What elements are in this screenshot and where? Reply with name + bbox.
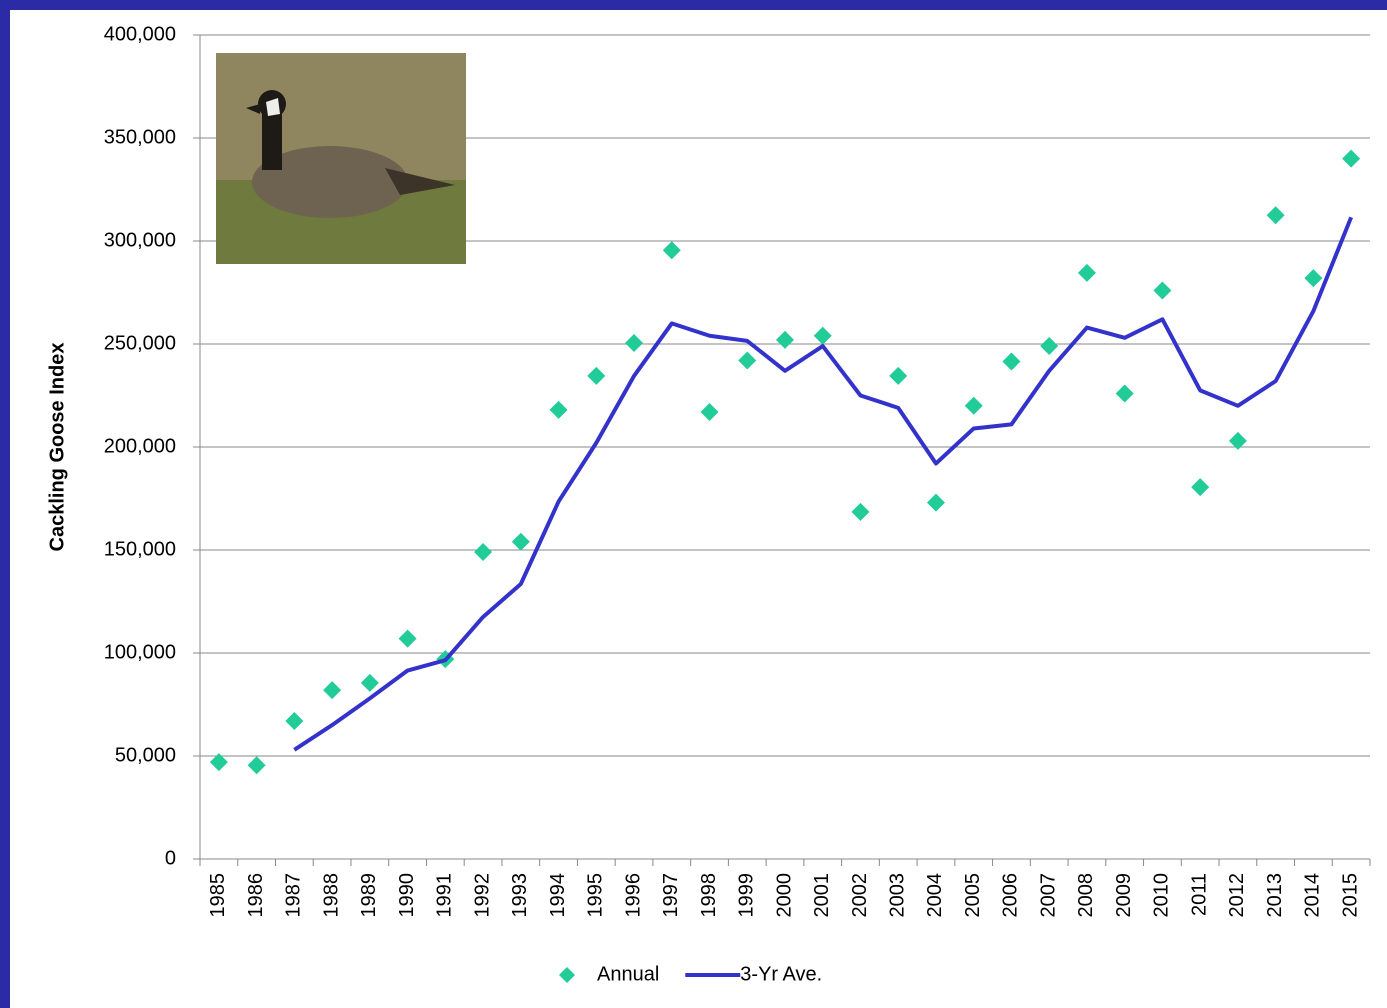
x-tick-label: 2010 xyxy=(1151,873,1173,918)
x-tick-label: 2001 xyxy=(811,873,833,918)
data-point xyxy=(285,711,304,730)
x-tick-label: 2000 xyxy=(773,873,795,918)
data-point xyxy=(1266,206,1285,225)
x-tick-label: 2014 xyxy=(1302,873,1324,918)
data-point xyxy=(1002,352,1021,371)
x-tick-label: 1993 xyxy=(509,873,531,918)
data-point xyxy=(323,681,342,700)
x-tick-label: 1991 xyxy=(434,873,456,918)
data-point xyxy=(398,629,417,648)
y-axis-title: Cackling Goose Index xyxy=(46,343,68,552)
data-point xyxy=(1342,149,1361,168)
y-tick-label: 400,000 xyxy=(104,23,176,45)
x-tick-label: 1997 xyxy=(660,873,682,918)
legend-label: 3-Yr Ave. xyxy=(740,963,822,985)
x-tick-label: 1999 xyxy=(736,873,758,918)
x-tick-label: 1992 xyxy=(471,873,493,918)
x-tick-label: 1995 xyxy=(585,873,607,918)
x-tick-label: 2009 xyxy=(1113,873,1135,918)
x-tick-label: 2004 xyxy=(924,873,946,918)
data-point xyxy=(360,673,379,692)
data-point xyxy=(549,400,568,419)
x-tick-label: 2012 xyxy=(1226,873,1248,918)
x-tick-label: 1988 xyxy=(320,873,342,918)
data-point xyxy=(247,756,266,775)
y-tick-label: 0 xyxy=(165,847,176,869)
left-border xyxy=(0,0,10,1008)
legend-marker xyxy=(559,967,575,983)
data-point xyxy=(889,366,908,385)
x-tick-label: 2011 xyxy=(1188,873,1210,916)
data-point xyxy=(662,241,681,260)
data-point xyxy=(1228,431,1247,450)
x-tick-label: 1994 xyxy=(547,873,569,918)
data-point xyxy=(776,330,794,349)
data-point xyxy=(851,502,870,521)
data-point xyxy=(1040,337,1059,356)
x-tick-label: 2013 xyxy=(1264,873,1286,918)
x-tick-label: 1996 xyxy=(622,873,644,918)
x-tick-label: 1989 xyxy=(358,873,380,918)
data-point xyxy=(1153,281,1172,300)
data-point xyxy=(1115,384,1134,403)
x-tick-label: 2005 xyxy=(962,873,984,918)
data-point xyxy=(511,532,530,551)
x-tick-label: 2002 xyxy=(849,873,871,918)
y-tick-label: 300,000 xyxy=(104,229,176,251)
line xyxy=(293,216,1353,752)
y-tick-label: 150,000 xyxy=(104,538,176,560)
x-tick-label: 2006 xyxy=(1000,873,1022,918)
plot-area xyxy=(193,34,1371,866)
legend-label: Annual xyxy=(597,963,659,985)
data-point xyxy=(1077,263,1096,282)
data-point xyxy=(964,396,983,415)
data-point xyxy=(738,351,757,370)
y-tick-label: 250,000 xyxy=(104,332,176,354)
x-tick-label: 1990 xyxy=(396,873,418,918)
data-point xyxy=(209,753,228,772)
data-point xyxy=(625,333,644,352)
x-tick-label: 1986 xyxy=(245,873,267,918)
top-border xyxy=(0,0,1387,10)
x-tick-label: 2008 xyxy=(1075,873,1097,918)
data-point xyxy=(926,493,945,512)
data-point xyxy=(700,402,719,421)
x-tick-label: 1998 xyxy=(698,873,720,918)
photo xyxy=(216,53,466,264)
x-tick-label: 2007 xyxy=(1037,873,1059,918)
data-point xyxy=(1191,478,1210,497)
data-point xyxy=(813,326,832,345)
x-tick-label: 2015 xyxy=(1339,873,1361,918)
data-point xyxy=(1304,269,1323,288)
x-tick-label: 2003 xyxy=(887,873,909,918)
data-point xyxy=(587,366,606,385)
y-tick-label: 350,000 xyxy=(104,126,176,148)
x-tick-label: 1985 xyxy=(207,873,229,918)
y-tick-label: 200,000 xyxy=(104,435,176,457)
x-tick-label: 1987 xyxy=(283,873,305,918)
data-point xyxy=(474,543,493,562)
y-tick-label: 50,000 xyxy=(115,744,176,766)
y-tick-label: 100,000 xyxy=(104,641,176,663)
